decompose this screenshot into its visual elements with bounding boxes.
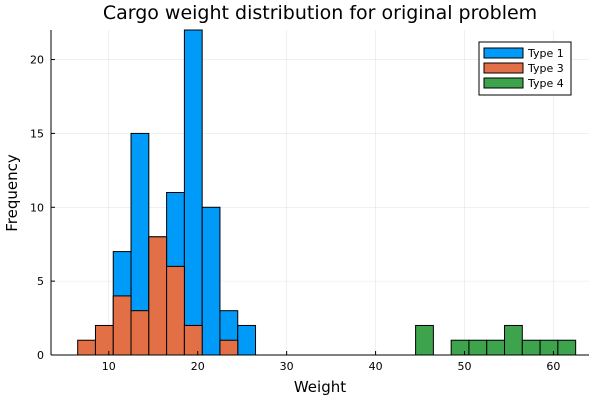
legend-label: Type 4 <box>527 77 564 90</box>
bar-type-4 <box>486 339 506 356</box>
x-tick-label: 10 <box>102 360 116 373</box>
y-tick-label: 0 <box>37 349 44 362</box>
bar-type-4 <box>521 339 541 356</box>
bar-type-1 <box>201 206 221 356</box>
bar-type-3 <box>148 236 168 356</box>
bar-type-1 <box>237 324 257 356</box>
bar-type-4 <box>539 339 559 356</box>
bar-type-4 <box>415 324 434 356</box>
x-axis-label: Weight <box>294 378 346 396</box>
x-tick-label: 40 <box>369 360 383 373</box>
x-tick-label: 50 <box>458 360 472 373</box>
x-tick-label: 30 <box>280 360 294 373</box>
bar-type-3 <box>219 339 239 356</box>
bar-type-3 <box>77 339 96 356</box>
y-tick-label: 10 <box>30 201 44 214</box>
bar-type-1 <box>183 29 203 356</box>
bar-type-3 <box>94 324 114 356</box>
bar-type-4 <box>557 339 577 356</box>
ticks: 10 20 30 40 50 60 0 5 10 15 20 <box>30 54 560 373</box>
bar-type-3 <box>112 295 132 356</box>
bar-type-4 <box>504 324 523 356</box>
legend-swatch <box>483 47 524 59</box>
bar-type-3 <box>130 310 150 356</box>
y-tick-label: 20 <box>30 54 44 67</box>
chart-title: Cargo weight distribution for original p… <box>103 2 537 24</box>
x-tick-label: 20 <box>191 360 205 373</box>
y-tick-label: 5 <box>37 275 44 288</box>
bar-type-3 <box>166 265 185 356</box>
legend-label: Type 3 <box>527 62 564 75</box>
y-axis-label: Frequency <box>3 154 21 232</box>
legend-swatch <box>483 62 524 74</box>
x-tick-label: 60 <box>546 360 560 373</box>
legend-swatch <box>483 77 524 89</box>
legend: Type 1 Type 3 Type 4 <box>478 41 572 96</box>
bar-type-4 <box>468 339 488 356</box>
bar-type-3 <box>183 324 203 356</box>
bar-type-4 <box>450 339 470 356</box>
axes <box>50 30 589 356</box>
legend-label: Type 1 <box>527 47 564 60</box>
y-tick-label: 15 <box>30 127 44 140</box>
